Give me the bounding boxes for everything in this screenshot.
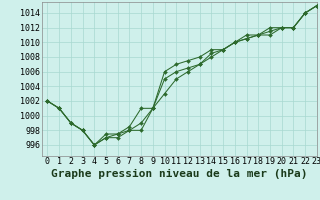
X-axis label: Graphe pression niveau de la mer (hPa): Graphe pression niveau de la mer (hPa) [51,169,308,179]
